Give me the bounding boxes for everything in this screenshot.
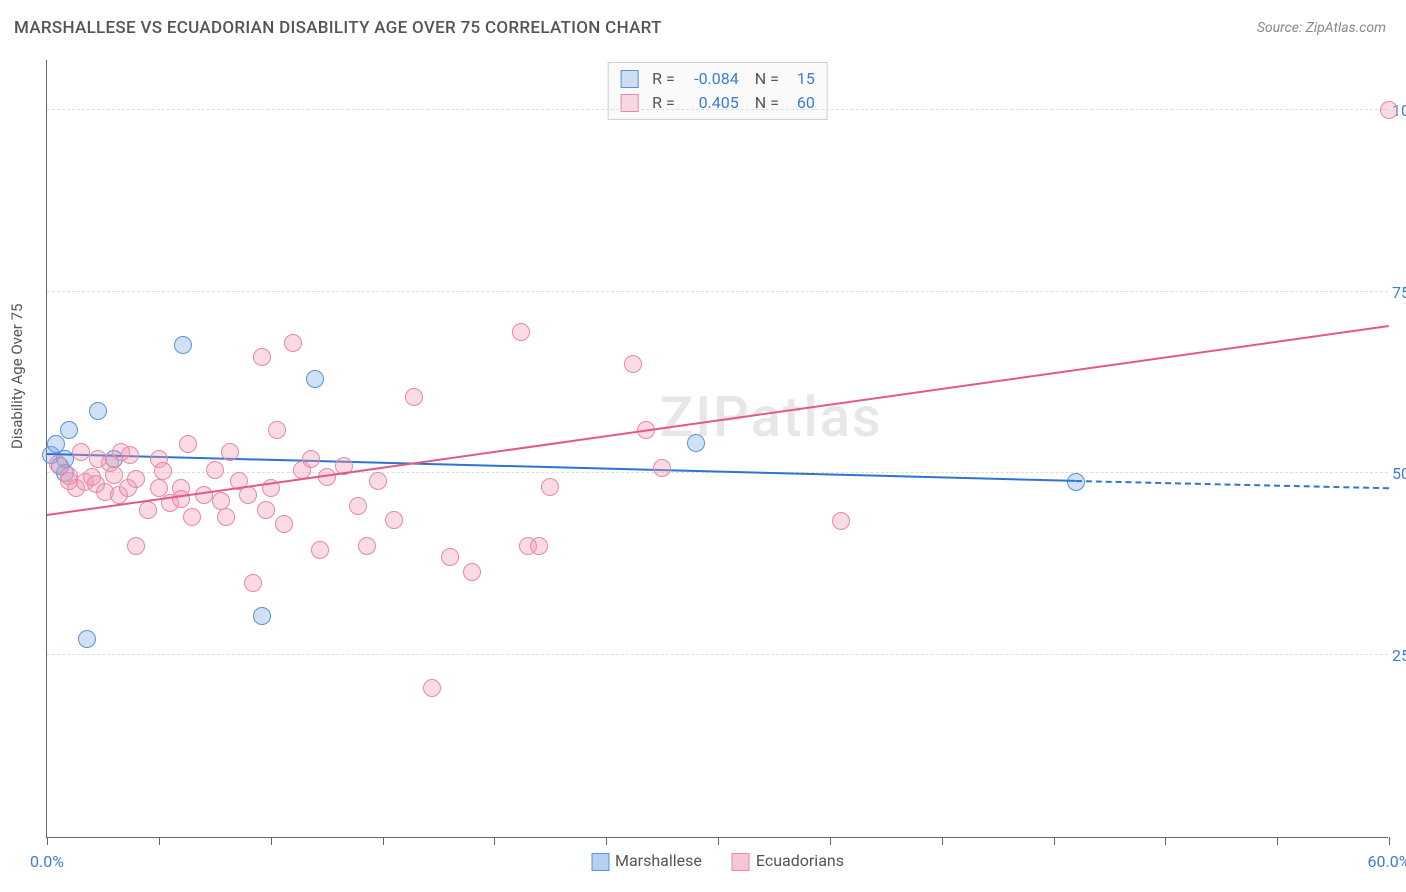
legend-item: Marshallese	[591, 851, 702, 871]
data-point	[174, 336, 192, 354]
gridline	[47, 291, 1388, 292]
y-tick-label: 75.0%	[1392, 283, 1406, 302]
r-value: -0.084	[683, 67, 739, 91]
n-label: N =	[747, 67, 779, 91]
x-tick	[271, 837, 272, 845]
data-point	[78, 630, 96, 648]
r-label: R =	[652, 67, 675, 91]
data-point	[302, 450, 320, 468]
correlation-legend: R = -0.084 N = 15 R = 0.405 N = 60	[607, 62, 828, 120]
x-tick	[1054, 837, 1055, 845]
data-point	[60, 421, 78, 439]
trend-line-extrapolated	[1076, 480, 1389, 489]
data-point	[306, 370, 324, 388]
data-point	[441, 548, 459, 566]
data-point	[349, 497, 367, 515]
data-point	[275, 515, 293, 533]
x-tick-label: 0.0%	[30, 852, 64, 871]
data-point	[139, 501, 157, 519]
data-point	[195, 486, 213, 504]
data-point	[239, 486, 257, 504]
x-tick	[718, 837, 719, 845]
gridline	[47, 654, 1388, 655]
y-axis-label: Disability Age Over 75	[8, 303, 26, 448]
data-point	[244, 574, 262, 592]
data-point	[127, 470, 145, 488]
data-point	[172, 490, 190, 508]
data-point	[154, 462, 172, 480]
data-point	[121, 446, 139, 464]
x-tick	[606, 837, 607, 845]
n-value: 60	[787, 91, 815, 115]
data-point	[358, 537, 376, 555]
data-point	[1380, 101, 1398, 119]
data-point	[653, 459, 671, 477]
y-tick-label: 25.0%	[1392, 646, 1406, 665]
legend-swatch	[591, 853, 609, 871]
data-point	[463, 563, 481, 581]
data-point	[72, 443, 90, 461]
x-tick	[1165, 837, 1166, 845]
trend-line	[47, 325, 1389, 516]
x-tick	[47, 837, 48, 845]
x-tick	[1389, 837, 1390, 845]
n-value: 15	[787, 67, 815, 91]
data-point	[624, 355, 642, 373]
y-tick-label: 50.0%	[1392, 464, 1406, 483]
x-tick	[830, 837, 831, 845]
data-point	[369, 472, 387, 490]
data-point	[183, 508, 201, 526]
data-point	[541, 478, 559, 496]
data-point	[206, 461, 224, 479]
data-point	[530, 537, 548, 555]
x-tick	[383, 837, 384, 845]
legend-swatch	[620, 70, 638, 88]
correlation-legend-row: R = 0.405 N = 60	[620, 91, 815, 115]
data-point	[268, 421, 286, 439]
x-tick	[159, 837, 160, 845]
data-point	[257, 501, 275, 519]
data-point	[253, 607, 271, 625]
legend-item: Ecuadorians	[732, 851, 844, 871]
gridline	[47, 109, 1388, 110]
r-label: R =	[652, 91, 675, 115]
data-point	[179, 435, 197, 453]
data-point	[1067, 473, 1085, 491]
data-point	[221, 443, 239, 461]
x-tick	[494, 837, 495, 845]
data-point	[385, 511, 403, 529]
data-point	[405, 388, 423, 406]
n-label: N =	[747, 91, 779, 115]
source-label: Source: ZipAtlas.com	[1257, 20, 1386, 36]
r-value: 0.405	[683, 91, 739, 115]
chart-title: MARSHALLESE VS ECUADORIAN DISABILITY AGE…	[14, 18, 662, 38]
data-point	[127, 537, 145, 555]
data-point	[687, 434, 705, 452]
trend-line	[47, 453, 1076, 482]
legend-label: Marshallese	[615, 851, 702, 870]
legend-swatch	[732, 853, 750, 871]
legend-label: Ecuadorians	[756, 851, 844, 870]
data-point	[512, 323, 530, 341]
data-point	[284, 334, 302, 352]
x-tick-label: 60.0%	[1368, 852, 1406, 871]
data-point	[89, 402, 107, 420]
data-point	[253, 348, 271, 366]
x-tick	[1277, 837, 1278, 845]
data-point	[423, 679, 441, 697]
data-point	[311, 541, 329, 559]
correlation-legend-row: R = -0.084 N = 15	[620, 67, 815, 91]
x-tick	[942, 837, 943, 845]
data-point	[217, 508, 235, 526]
gridline	[47, 472, 1388, 473]
series-legend: Marshallese Ecuadorians	[591, 851, 844, 871]
scatter-plot: Disability Age Over 75 ZIPatlas R =-0.08…	[46, 60, 1388, 838]
data-point	[832, 512, 850, 530]
